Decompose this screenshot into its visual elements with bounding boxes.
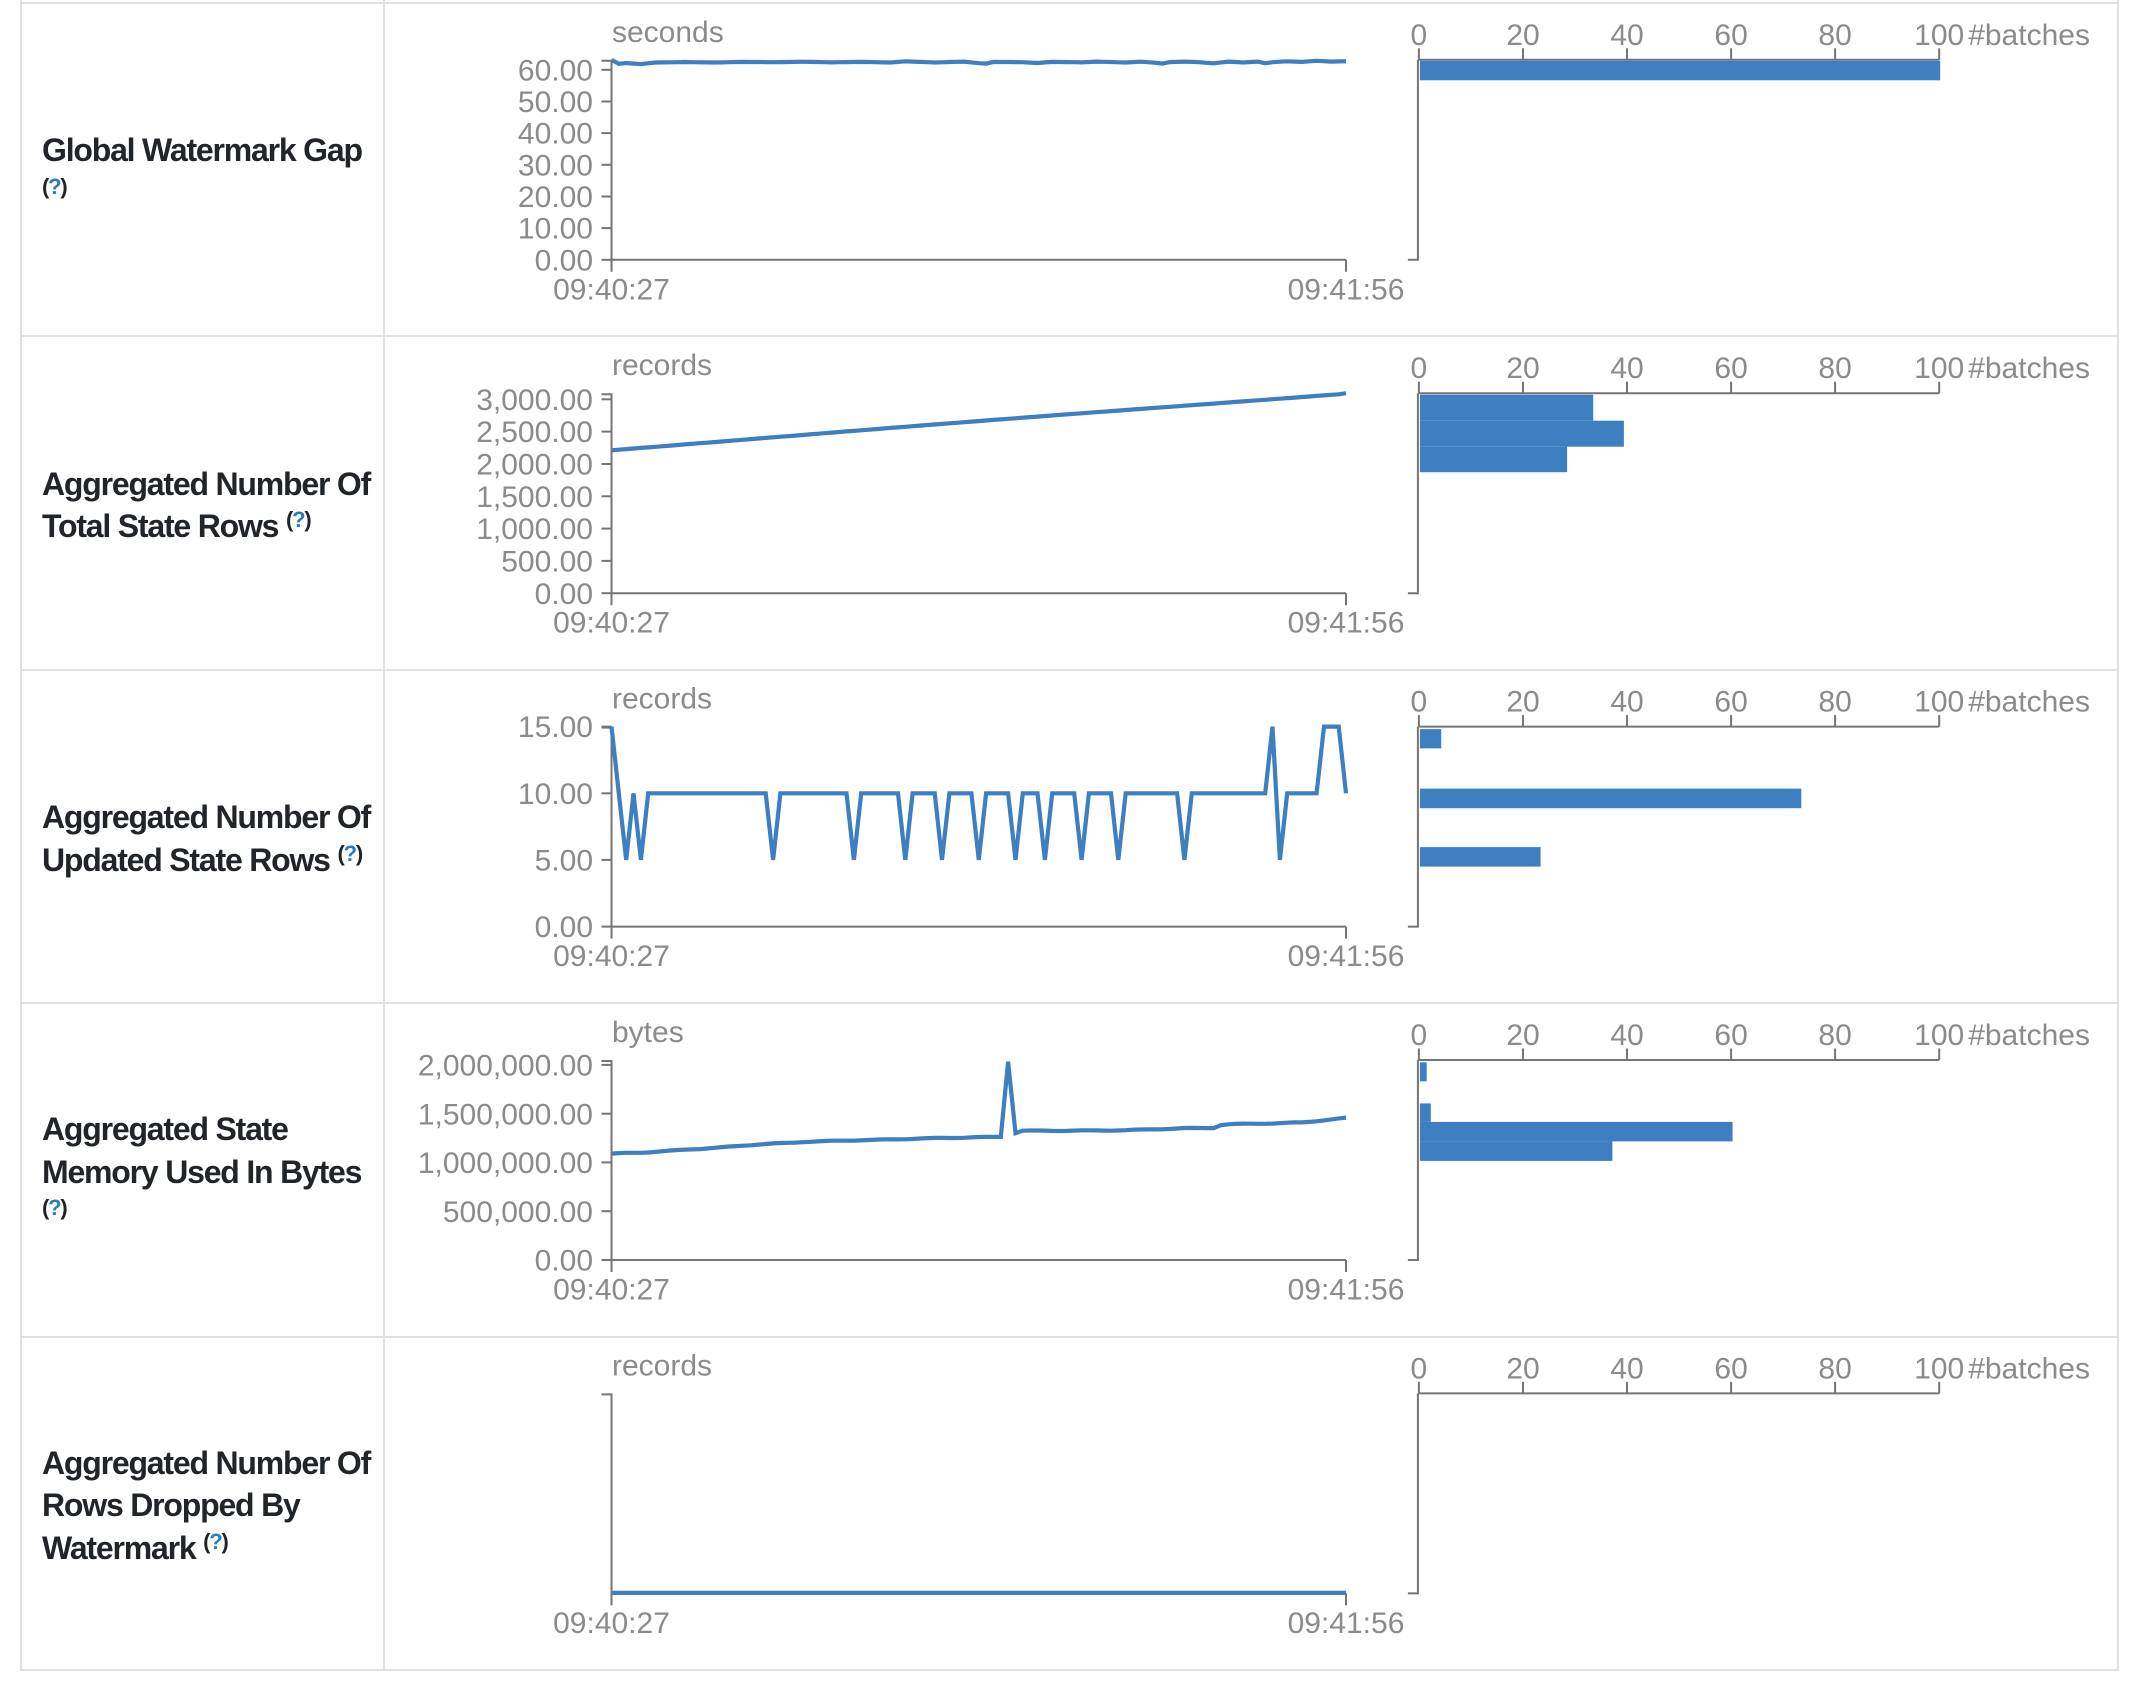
- svg-text:09:41:56: 09:41:56: [1288, 1274, 1405, 1307]
- svg-text:09:40:27: 09:40:27: [553, 1274, 670, 1307]
- svg-text:09:41:56: 09:41:56: [1288, 607, 1405, 640]
- svg-text:1,000,000.00: 1,000,000.00: [418, 1147, 593, 1180]
- svg-text:0.00: 0.00: [535, 244, 593, 277]
- svg-text:bytes: bytes: [612, 1016, 684, 1049]
- svg-text:60.00: 60.00: [518, 54, 593, 87]
- svg-text:10.00: 10.00: [518, 213, 593, 246]
- svg-text:records: records: [612, 349, 712, 382]
- svg-text:0.00: 0.00: [535, 911, 593, 944]
- svg-text:100: 100: [1914, 1352, 1964, 1385]
- svg-text:20: 20: [1506, 1352, 1539, 1385]
- svg-text:30.00: 30.00: [518, 149, 593, 182]
- svg-text:20: 20: [1506, 352, 1539, 385]
- svg-text:#batches: #batches: [1968, 1019, 2090, 1052]
- svg-text:80: 80: [1818, 1019, 1851, 1052]
- svg-text:60: 60: [1714, 686, 1747, 719]
- svg-text:09:41:56: 09:41:56: [1288, 273, 1405, 306]
- svg-text:records: records: [612, 683, 712, 716]
- svg-text:1,000.00: 1,000.00: [476, 513, 593, 546]
- svg-text:10.00: 10.00: [518, 778, 593, 811]
- svg-text:09:40:27: 09:40:27: [553, 607, 670, 640]
- svg-text:100: 100: [1914, 19, 1964, 52]
- svg-text:40: 40: [1610, 1352, 1643, 1385]
- svg-text:#batches: #batches: [1968, 19, 2090, 52]
- svg-text:80: 80: [1818, 19, 1851, 52]
- svg-text:0: 0: [1411, 19, 1428, 52]
- svg-text:60: 60: [1714, 352, 1747, 385]
- svg-text:60: 60: [1714, 19, 1747, 52]
- svg-text:09:41:56: 09:41:56: [1288, 1607, 1405, 1640]
- svg-text:80: 80: [1818, 1352, 1851, 1385]
- svg-text:100: 100: [1914, 1019, 1964, 1052]
- svg-text:60: 60: [1714, 1019, 1747, 1052]
- svg-text:#batches: #batches: [1968, 686, 2090, 719]
- svg-text:500.00: 500.00: [501, 546, 593, 579]
- svg-text:09:40:27: 09:40:27: [553, 273, 670, 306]
- svg-text:0: 0: [1411, 1019, 1428, 1052]
- svg-text:40.00: 40.00: [518, 118, 593, 151]
- svg-text:records: records: [612, 1349, 712, 1382]
- svg-text:100: 100: [1914, 352, 1964, 385]
- svg-text:50.00: 50.00: [518, 86, 593, 119]
- svg-text:#batches: #batches: [1968, 352, 2090, 385]
- svg-text:5.00: 5.00: [535, 845, 593, 878]
- svg-text:2,500.00: 2,500.00: [476, 416, 593, 449]
- svg-text:500,000.00: 500,000.00: [443, 1196, 593, 1229]
- svg-text:15.00: 15.00: [518, 711, 593, 744]
- svg-text:0: 0: [1411, 1352, 1428, 1385]
- svg-text:09:40:27: 09:40:27: [553, 1607, 670, 1640]
- svg-text:20: 20: [1506, 19, 1539, 52]
- svg-text:20.00: 20.00: [518, 181, 593, 214]
- svg-text:seconds: seconds: [612, 16, 724, 49]
- svg-text:100: 100: [1914, 686, 1964, 719]
- svg-text:0.00: 0.00: [535, 578, 593, 611]
- svg-text:09:40:27: 09:40:27: [553, 940, 670, 973]
- svg-text:09:41:56: 09:41:56: [1288, 940, 1405, 973]
- svg-text:0: 0: [1411, 686, 1428, 719]
- svg-text:20: 20: [1506, 686, 1539, 719]
- svg-text:0: 0: [1411, 352, 1428, 385]
- svg-text:40: 40: [1610, 686, 1643, 719]
- svg-text:40: 40: [1610, 352, 1643, 385]
- svg-text:1,500,000.00: 1,500,000.00: [418, 1098, 593, 1131]
- svg-text:3,000.00: 3,000.00: [476, 384, 593, 417]
- svg-text:60: 60: [1714, 1352, 1747, 1385]
- svg-text:#batches: #batches: [1968, 1352, 2090, 1385]
- svg-text:20: 20: [1506, 1019, 1539, 1052]
- svg-text:40: 40: [1610, 1019, 1643, 1052]
- svg-text:40: 40: [1610, 19, 1643, 52]
- svg-text:1,500.00: 1,500.00: [476, 481, 593, 514]
- svg-text:80: 80: [1818, 352, 1851, 385]
- svg-text:2,000.00: 2,000.00: [476, 449, 593, 482]
- svg-text:0.00: 0.00: [535, 1245, 593, 1278]
- svg-text:2,000,000.00: 2,000,000.00: [418, 1050, 593, 1083]
- svg-text:80: 80: [1818, 686, 1851, 719]
